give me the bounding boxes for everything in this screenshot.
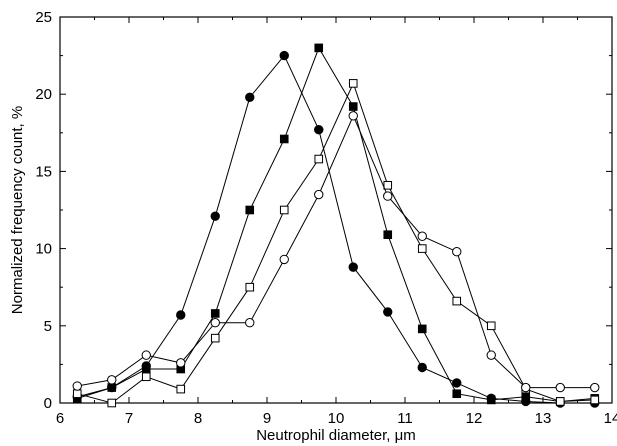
data-point <box>72 381 82 391</box>
data-point <box>245 205 255 215</box>
data-point <box>348 79 358 88</box>
data-point <box>176 310 186 320</box>
x-tick-label: 11 <box>397 410 413 427</box>
data-point <box>383 191 393 201</box>
data-point <box>314 125 324 135</box>
y-tick-label: 0 <box>44 395 52 412</box>
series-line <box>77 114 595 389</box>
data-point <box>383 180 393 190</box>
data-point <box>141 372 151 382</box>
data-point <box>245 92 255 102</box>
data-point <box>279 254 289 265</box>
y-tick-label: 20 <box>35 86 52 103</box>
data-point <box>107 375 117 385</box>
data-point <box>107 398 117 408</box>
data-point <box>279 50 289 61</box>
data-point <box>486 350 496 360</box>
data-point <box>314 189 324 200</box>
data-point <box>417 362 427 373</box>
data-point <box>314 154 324 164</box>
x-tick-label: 8 <box>194 410 202 427</box>
y-axis-label: Normalized frequency count, % <box>9 106 26 314</box>
y-tick-label: 5 <box>44 318 52 335</box>
data-point <box>452 246 462 257</box>
data-point <box>245 282 255 292</box>
data-point <box>210 309 220 318</box>
data-point <box>417 324 427 334</box>
x-tick-label: 10 <box>328 410 345 427</box>
x-tick-label: 12 <box>466 410 483 427</box>
y-tick-label: 10 <box>35 241 52 258</box>
series-filled-square <box>72 43 600 406</box>
data-point <box>141 364 151 374</box>
data-point <box>555 382 565 393</box>
data-point <box>590 382 600 393</box>
series-filled-circle <box>72 50 600 408</box>
ticks-layer: 6 7 8 9 10 11 12 13 14 0 5 10 15 20 25 <box>35 9 617 427</box>
series-line <box>77 54 595 404</box>
data-point <box>176 358 186 368</box>
data-point <box>452 389 462 399</box>
data-point <box>210 318 220 328</box>
series-open-square <box>72 79 600 408</box>
data-point <box>348 111 358 121</box>
x-tick-label: 14 <box>604 410 617 427</box>
y-tick-label: 25 <box>35 9 52 26</box>
data-point <box>417 231 427 241</box>
data-point <box>417 244 427 253</box>
data-point <box>521 382 531 393</box>
data-point <box>107 383 117 392</box>
x-tick-label: 13 <box>535 410 552 427</box>
data-point <box>210 211 220 221</box>
data-point <box>279 205 289 215</box>
series-line <box>77 46 595 403</box>
data-point <box>555 397 565 406</box>
plot-frame <box>59 16 613 404</box>
series-line <box>77 82 595 404</box>
x-axis-label: Neutrophil diameter, μm <box>256 427 416 444</box>
data-point <box>245 318 255 328</box>
data-point <box>521 392 531 402</box>
data-point <box>452 378 462 388</box>
y-tick-label: 15 <box>35 163 52 180</box>
data-point <box>176 384 186 394</box>
data-point <box>348 262 358 272</box>
series-layer <box>72 43 600 408</box>
data-point <box>141 350 151 360</box>
data-point <box>383 230 393 240</box>
data-point <box>452 296 462 306</box>
data-point <box>486 321 496 331</box>
data-point <box>348 102 358 111</box>
data-point <box>279 134 289 144</box>
data-point <box>210 333 220 343</box>
x-tick-label: 9 <box>263 410 271 427</box>
x-tick-label: 6 <box>56 410 64 427</box>
data-point <box>383 307 393 317</box>
data-point <box>486 395 496 405</box>
x-tick-label: 7 <box>125 410 133 427</box>
data-point <box>590 395 600 405</box>
data-point <box>72 389 82 399</box>
series-open-circle <box>72 111 600 393</box>
data-point <box>314 43 324 53</box>
